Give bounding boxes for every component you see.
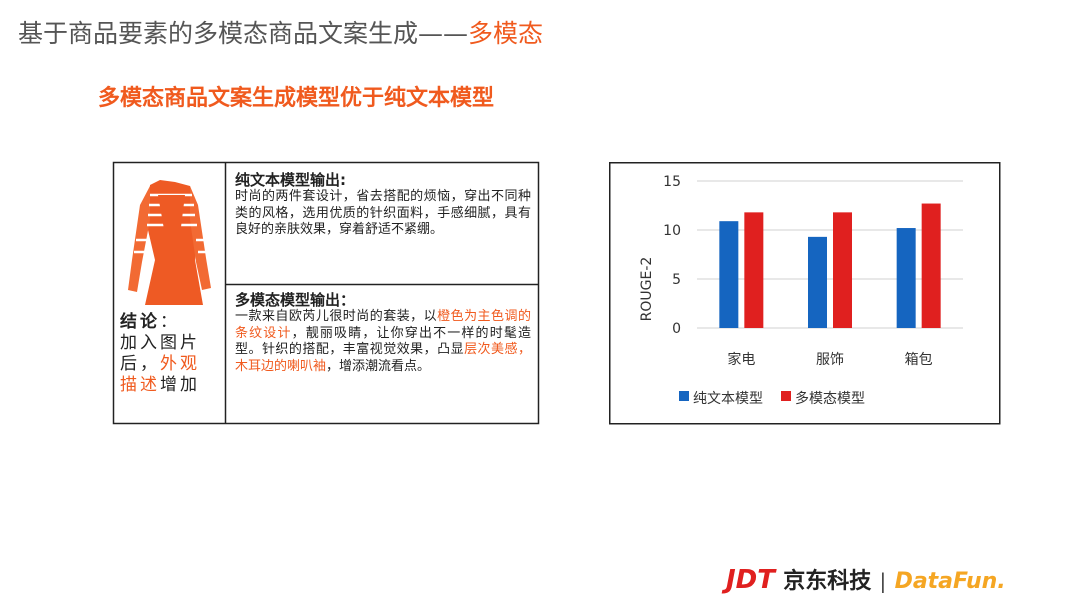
legend-swatch	[781, 391, 791, 401]
table-border	[112, 161, 540, 425]
cell-heading: 多模态模型输出：	[235, 291, 356, 309]
cell-heading: 纯文本模型输出:	[235, 171, 346, 189]
bar	[808, 236, 827, 328]
partner-logo: DataFun.	[894, 569, 1006, 594]
y-axis-label: ROUGE-2	[639, 257, 655, 322]
bar	[744, 212, 764, 328]
text-segment: ，增添潮流看点。	[326, 358, 431, 374]
x-tick-label: 家电	[727, 351, 755, 368]
dress-image	[128, 180, 211, 305]
bar	[833, 212, 852, 328]
text-segment: 时尚的两件套设计，省去搭配的烦恼，穿出不同种类的风格，选用优质的针织面料，手感细…	[235, 189, 531, 237]
title-highlight: 多模态	[468, 19, 544, 48]
y-tick-label: 5	[672, 272, 681, 288]
bar	[719, 221, 739, 328]
legend-swatch	[679, 391, 689, 401]
y-tick-label: 15	[663, 174, 681, 190]
text-segment: ，靓丽吸睛，让你穿出不一样的时髦造型。针织的搭配，丰富视觉效果，凸显	[235, 325, 531, 358]
slide-title: 基于商品要素的多模态商品文案生成——多模态	[18, 14, 543, 50]
bar	[896, 228, 916, 328]
subtitle: 多模态商品文案生成模型优于纯文本模型	[98, 86, 495, 111]
separator: |	[879, 569, 887, 593]
text-segment: 外观描述	[120, 354, 200, 395]
x-tick-label: 服饰	[816, 352, 844, 368]
legend-label: 纯文本模型	[693, 391, 763, 407]
footer: JDT 京东科技 | DataFun.	[726, 563, 1006, 595]
text-segment: 层次美感，木耳边的喇叭袖	[235, 342, 531, 374]
legend-label: 多模态模型	[795, 390, 865, 407]
text-segment: 增加	[160, 375, 200, 395]
x-tick-label: 箱包	[905, 352, 933, 368]
chart-border	[609, 162, 1001, 425]
text-only-cell: 纯文本模型输出: 时尚的两件套设计，省去搭配的烦恼，穿出不同种类的风格，选用优质的…	[235, 171, 531, 239]
y-tick-label: 0	[672, 321, 681, 337]
conclusion-colon: ：	[160, 312, 180, 332]
multimodal-cell: 多模态模型输出： 一款来自欧芮儿很时尚的套装，以橙色为主色调的条纹设计，靓丽吸睛，…	[235, 291, 531, 375]
text-segment: 一款来自欧芮儿很时尚的套装，以	[235, 309, 438, 324]
brand-logo: JDT	[726, 565, 775, 595]
text-segment: 橙色为主色调的条纹设计	[235, 309, 531, 341]
bar	[921, 203, 941, 328]
conclusion: 结论： 加入图片后，外观描述增加	[120, 312, 216, 396]
text-segment: 加入图片后，	[120, 333, 200, 374]
y-tick-label: 10	[663, 223, 681, 239]
brand-name: 京东科技	[783, 569, 872, 594]
title-main: 基于商品要素的多模态商品文案生成——	[18, 19, 469, 48]
conclusion-label: 结论	[120, 312, 160, 332]
